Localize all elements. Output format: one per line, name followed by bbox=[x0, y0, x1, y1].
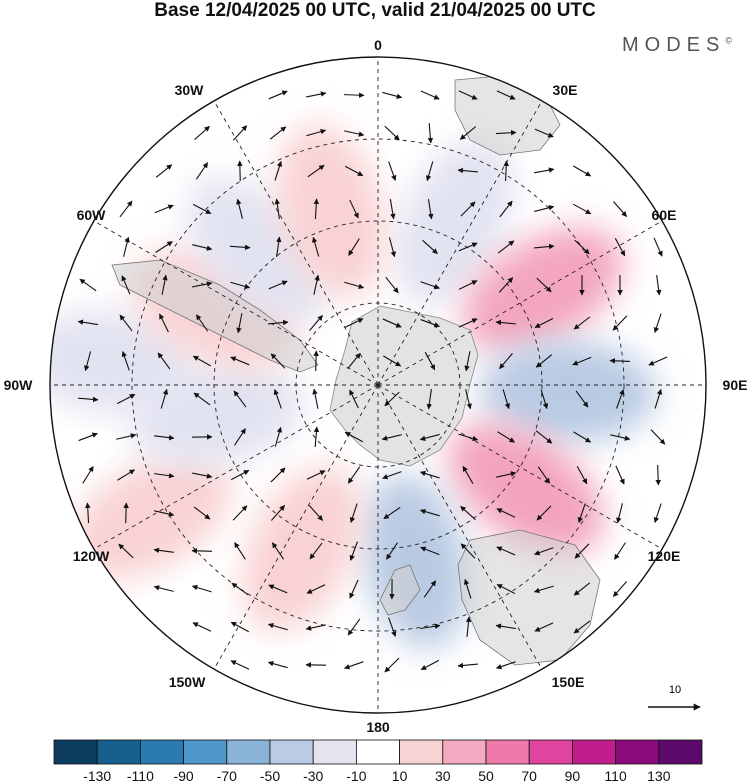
colorbar-swatch bbox=[97, 740, 140, 764]
colorbar-swatch bbox=[54, 740, 97, 764]
colorbar-tick-label: -30 bbox=[303, 768, 323, 784]
colorbar-swatch bbox=[616, 740, 659, 764]
colorbar-tick-label: -10 bbox=[346, 768, 366, 784]
colorbar-swatch bbox=[572, 740, 615, 764]
colorbar-tick-label: -130 bbox=[83, 768, 111, 784]
colorbar-swatch bbox=[443, 740, 486, 764]
colorbar-swatch bbox=[356, 740, 399, 764]
colorbar-tick-label: -70 bbox=[217, 768, 237, 784]
colorbar-tick-label: -90 bbox=[173, 768, 193, 784]
colorbar-tick-label: -50 bbox=[260, 768, 280, 784]
colorbar-tick-label: 70 bbox=[521, 768, 537, 784]
colorbar-tick-label: 90 bbox=[565, 768, 581, 784]
colorbar-swatch bbox=[486, 740, 529, 764]
colorbar-tick-label: 10 bbox=[392, 768, 408, 784]
colorbar-tick-label: 130 bbox=[647, 768, 670, 784]
colorbar-tick-label: -110 bbox=[127, 768, 154, 784]
colorbar-swatch bbox=[140, 740, 183, 764]
colorbar-swatch bbox=[400, 740, 443, 764]
colorbar-tick-label: 110 bbox=[604, 768, 626, 784]
colorbar-swatch bbox=[529, 740, 572, 764]
colorbar-swatch bbox=[313, 740, 356, 764]
colorbar-swatch bbox=[227, 740, 270, 764]
colorbar-swatch bbox=[184, 740, 227, 764]
colorbar-swatch bbox=[659, 740, 702, 764]
colorbar-tick-label: 50 bbox=[478, 768, 494, 784]
colorbar-swatch bbox=[270, 740, 313, 764]
colorbar-tick-label: 30 bbox=[435, 768, 451, 784]
